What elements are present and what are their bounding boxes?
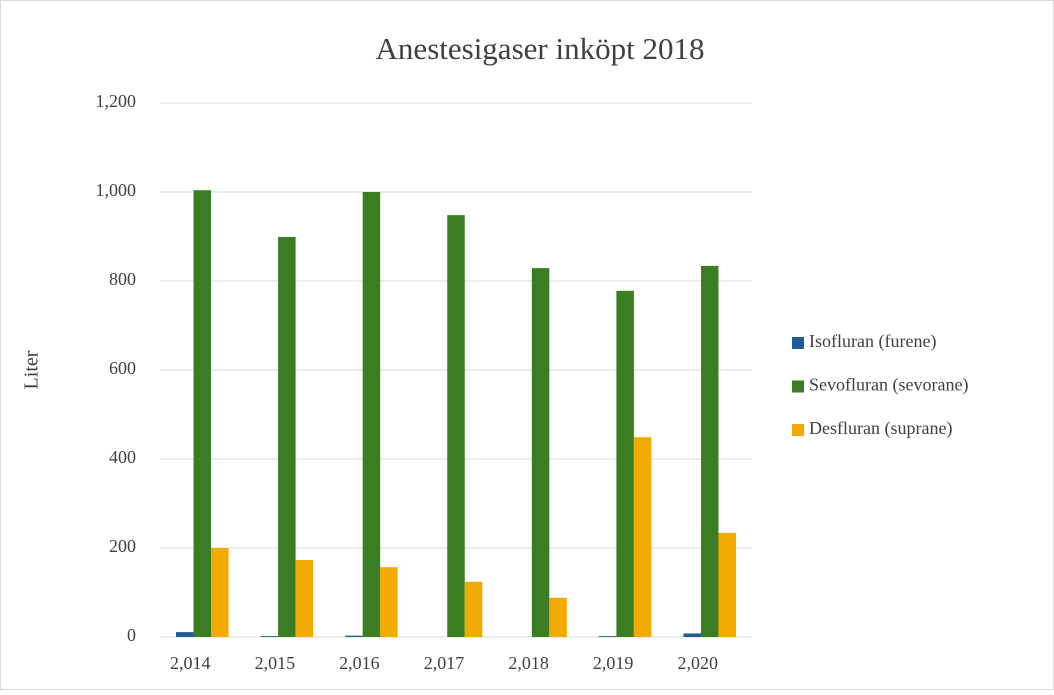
bar	[549, 597, 567, 637]
bar	[718, 532, 736, 637]
legend-label: Desfluran (suprane)	[809, 418, 952, 439]
x-tick-label: 2,020	[677, 653, 718, 673]
x-tick-label: 2,015	[255, 653, 296, 673]
bar	[362, 192, 381, 637]
bar	[295, 560, 314, 637]
y-tick-label: 600	[109, 358, 136, 378]
legend-swatch	[792, 337, 804, 349]
bar	[700, 265, 719, 637]
bar	[380, 567, 398, 637]
bar	[447, 215, 465, 637]
bar	[211, 548, 229, 637]
chart-title: Anestesigaser inköpt 2018	[376, 31, 705, 66]
bar	[531, 268, 550, 637]
x-tick-label: 2,017	[424, 653, 465, 673]
y-tick-label: 400	[109, 447, 136, 467]
bar	[278, 236, 296, 637]
bar	[633, 437, 652, 637]
bar	[193, 190, 212, 637]
x-tick-label: 2,016	[339, 653, 380, 673]
y-tick-label: 1,200	[96, 91, 137, 111]
x-tick-label: 2,018	[508, 653, 549, 673]
x-tick-label: 2,019	[593, 653, 634, 673]
legend-swatch	[792, 380, 804, 393]
y-axis-label: Liter	[21, 350, 43, 389]
bar	[616, 290, 634, 637]
bar	[176, 632, 194, 637]
y-tick-label: 1,000	[96, 180, 137, 200]
y-tick-label: 0	[127, 625, 136, 645]
bar	[598, 636, 617, 637]
bar	[260, 636, 279, 637]
y-tick-label: 200	[109, 536, 136, 556]
bar	[345, 635, 363, 637]
y-tick-label: 800	[109, 269, 136, 289]
bar	[683, 633, 701, 637]
legend-swatch	[792, 424, 804, 436]
x-tick-label: 2,014	[170, 653, 211, 673]
legend-label: Sevofluran (sevorane)	[809, 375, 968, 396]
legend-label: Isofluran (furene)	[809, 331, 936, 352]
bar	[464, 581, 483, 637]
